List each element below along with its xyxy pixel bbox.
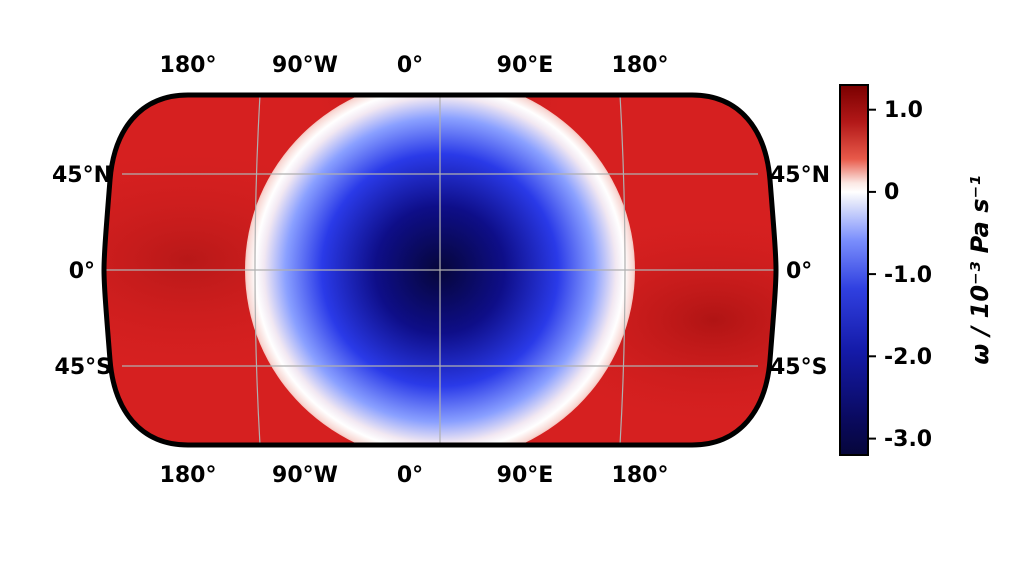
xtick-top-1: 90°W — [272, 53, 338, 78]
xtick-top-0: 180° — [160, 53, 217, 78]
xtick-top-2: 0° — [397, 53, 423, 78]
ytick-right-1: 0° — [786, 259, 812, 284]
xtick-bot-0: 180° — [160, 463, 217, 488]
ytick-left-1: 0° — [69, 259, 95, 284]
cbar-tick-4: -3.0 — [884, 427, 932, 452]
xtick-bot-4: 180° — [612, 463, 669, 488]
xtick-bot-2: 0° — [397, 463, 423, 488]
map-xticks-top: 180° 90°W 0° 90°E 180° — [160, 53, 669, 78]
colorbar: 1.0 0 -1.0 -2.0 -3.0 ω / 10⁻³ Pa s⁻¹ — [840, 85, 994, 455]
colorbar-title: ω / 10⁻³ Pa s⁻¹ — [966, 175, 994, 364]
cbar-tick-2: -1.0 — [884, 263, 932, 288]
ytick-left-0: 45°N — [52, 163, 112, 188]
xtick-top-3: 90°E — [497, 53, 554, 78]
xtick-bot-1: 90°W — [272, 463, 338, 488]
cbar-tick-1: 0 — [884, 180, 899, 205]
cbar-tick-0: 1.0 — [884, 98, 923, 123]
ytick-right-0: 45°N — [770, 163, 830, 188]
map-xticks-bottom: 180° 90°W 0° 90°E 180° — [160, 463, 669, 488]
xtick-bot-3: 90°E — [497, 463, 554, 488]
ytick-right-2: 45°S — [770, 355, 827, 380]
ytick-left-2: 45°S — [55, 355, 112, 380]
map — [80, 78, 800, 480]
cbar-tick-3: -2.0 — [884, 345, 932, 370]
map-yticks-right: 45°N 0° 45°S — [770, 163, 830, 380]
colorbar-gradient — [840, 85, 868, 455]
xtick-top-4: 180° — [612, 53, 669, 78]
